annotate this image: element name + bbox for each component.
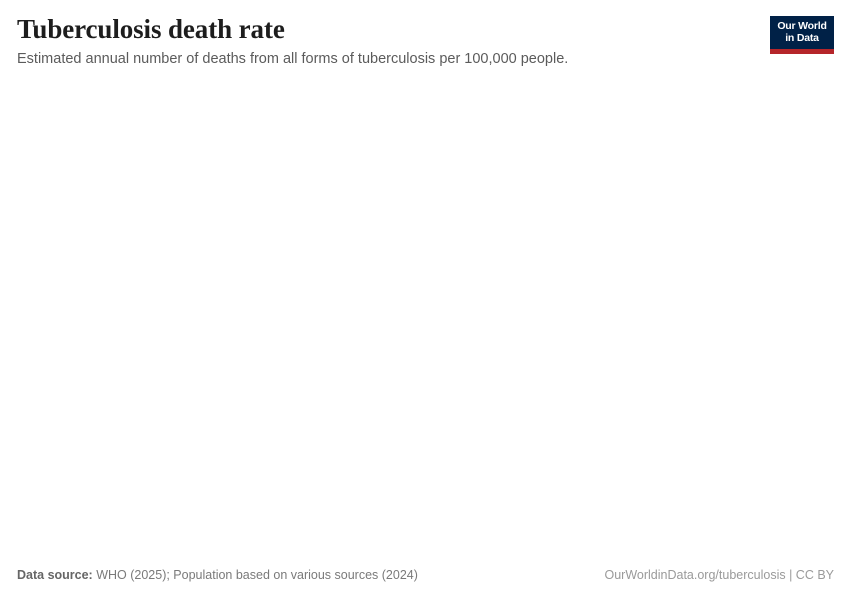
footer-inner: Data source: WHO (2025); Population base… (17, 548, 834, 583)
chart-footer: Data source: WHO (2025); Population base… (0, 548, 850, 600)
logo-line-two: in Data (785, 31, 819, 44)
header-text-block: Tuberculosis death rate Estimated annual… (17, 14, 568, 69)
data-source-value: WHO (2025); Population based on various … (92, 568, 418, 582)
header-row: Tuberculosis death rate Estimated annual… (17, 14, 834, 69)
data-source-label: Data source: (17, 568, 93, 582)
footer-attribution-link[interactable]: OurWorldinData.org/tuberculosis | CC BY (604, 568, 835, 582)
our-world-in-data-logo[interactable]: Our World in Data (770, 16, 834, 54)
chart-plot-area[interactable] (0, 84, 850, 548)
data-source: Data source: WHO (2025); Population base… (17, 568, 418, 583)
chart-header: Tuberculosis death rate Estimated annual… (0, 0, 850, 69)
chart-subtitle: Estimated annual number of deaths from a… (17, 51, 569, 67)
page-title: Tuberculosis death rate (17, 14, 285, 44)
logo-line-one: Our World (777, 20, 827, 32)
